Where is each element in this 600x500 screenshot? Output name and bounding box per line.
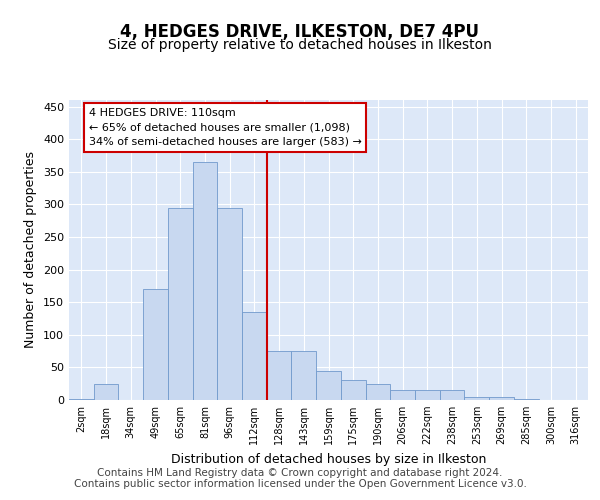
Bar [440,390,464,400]
Y-axis label: Number of detached properties: Number of detached properties [25,152,37,348]
Bar [415,390,440,400]
Text: 4, HEDGES DRIVE, ILKESTON, DE7 4PU: 4, HEDGES DRIVE, ILKESTON, DE7 4PU [121,24,479,42]
Text: Size of property relative to detached houses in Ilkeston: Size of property relative to detached ho… [108,38,492,52]
Bar [292,351,316,400]
Bar [143,289,168,400]
Bar [217,208,242,400]
Bar [193,162,217,400]
Bar [94,384,118,400]
Bar [365,384,390,400]
Bar [242,312,267,400]
Bar [390,390,415,400]
X-axis label: Distribution of detached houses by size in Ilkeston: Distribution of detached houses by size … [171,452,486,466]
Bar [341,380,365,400]
Bar [514,398,539,400]
Bar [267,351,292,400]
Bar [464,396,489,400]
Bar [489,396,514,400]
Text: 4 HEDGES DRIVE: 110sqm
← 65% of detached houses are smaller (1,098)
34% of semi-: 4 HEDGES DRIVE: 110sqm ← 65% of detached… [89,108,362,148]
Bar [168,208,193,400]
Text: Contains HM Land Registry data © Crown copyright and database right 2024.: Contains HM Land Registry data © Crown c… [97,468,503,477]
Text: Contains public sector information licensed under the Open Government Licence v3: Contains public sector information licen… [74,479,526,489]
Bar [316,370,341,400]
